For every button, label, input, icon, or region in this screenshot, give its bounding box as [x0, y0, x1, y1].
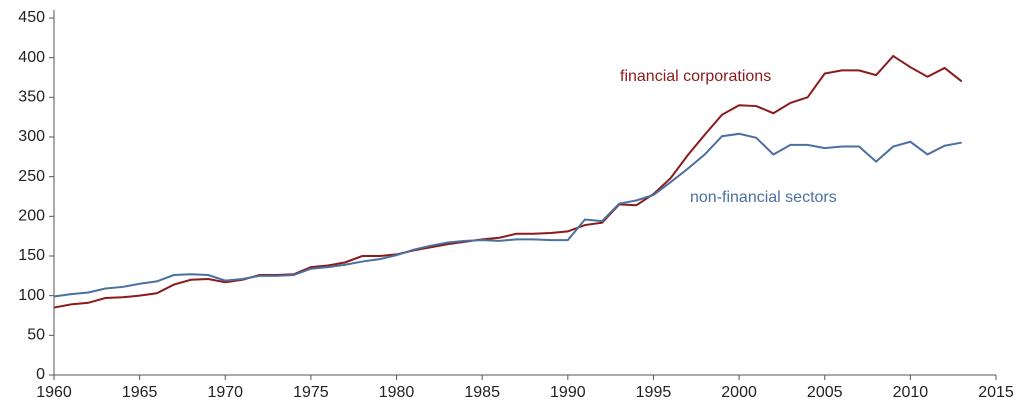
- y-tick-label: 100: [18, 287, 45, 304]
- series-line: [53, 132, 962, 298]
- y-tick-label: 200: [18, 208, 45, 225]
- x-tick-label: 2005: [807, 384, 843, 401]
- x-tick-label: 1990: [550, 384, 586, 401]
- y-tick-label: 0: [36, 366, 45, 383]
- y-tick-label: 450: [18, 9, 45, 26]
- x-tick-label: 2000: [721, 384, 757, 401]
- x-tick-label: 1970: [207, 384, 243, 401]
- y-tick-label: 400: [18, 49, 45, 66]
- x-tick-label: 1985: [464, 384, 500, 401]
- series-line: [53, 54, 963, 309]
- y-tick-label: 150: [18, 247, 45, 264]
- x-tick-label: 1960: [36, 384, 72, 401]
- y-tick-label: 250: [18, 168, 45, 185]
- y-tick-label: 300: [18, 128, 45, 145]
- y-tick-label: 350: [18, 89, 45, 106]
- x-tick-label: 1965: [122, 384, 158, 401]
- series-label: non-financial sectors: [690, 189, 837, 206]
- x-tick-label: 2010: [893, 384, 929, 401]
- x-tick-label: 1980: [379, 384, 415, 401]
- series-label: financial corporations: [620, 68, 771, 85]
- y-tick-label: 50: [27, 327, 45, 344]
- x-tick-label: 1975: [293, 384, 329, 401]
- x-tick-label: 2015: [978, 384, 1014, 401]
- x-tick-label: 1995: [636, 384, 672, 401]
